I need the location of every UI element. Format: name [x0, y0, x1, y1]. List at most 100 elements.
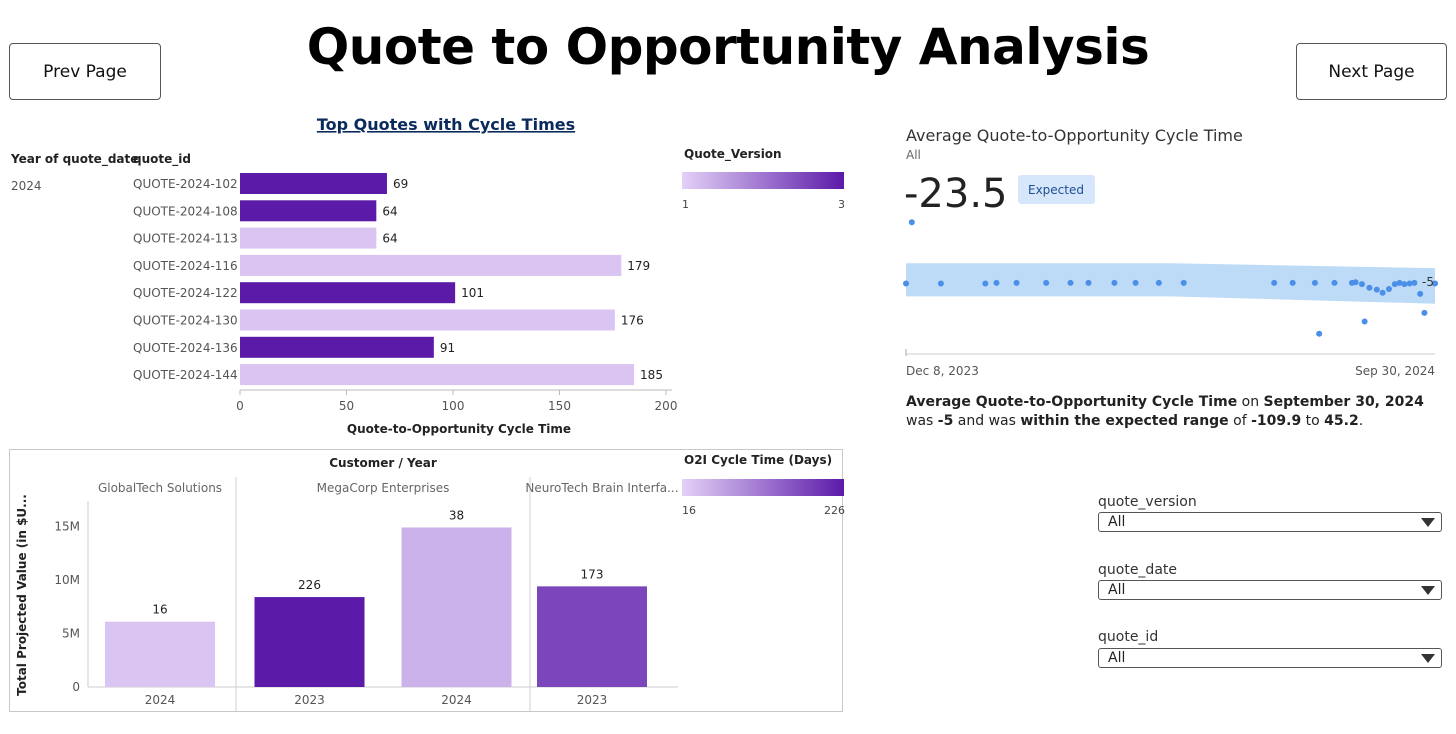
data-point[interactable] [993, 279, 1000, 286]
legend-gradient [682, 172, 844, 189]
bar[interactable] [537, 586, 647, 687]
data-point[interactable] [1352, 279, 1359, 286]
category-label: QUOTE-2024-136 [133, 341, 238, 355]
group-label: MegaCorp Enterprises [317, 481, 450, 495]
data-point[interactable] [1085, 279, 1092, 286]
filter-label-quote-id: quote_id [1098, 629, 1159, 645]
bar[interactable] [105, 621, 215, 687]
legend-title: O2I Cycle Time (Days) [684, 453, 832, 467]
data-point[interactable] [1316, 330, 1323, 337]
kpi-value: -23.5 [904, 171, 1008, 217]
bar[interactable] [240, 336, 434, 358]
expected-range-band [906, 263, 1435, 304]
bar[interactable] [240, 364, 635, 386]
tick-label: 5M [62, 626, 80, 640]
data-point[interactable] [1331, 279, 1338, 286]
kpi-cycle-time-card: Average Quote-to-Opportunity Cycle Time … [903, 126, 1438, 378]
filter-select-quote-date[interactable]: All [1098, 580, 1442, 600]
data-point[interactable] [908, 219, 915, 226]
data-point[interactable] [1406, 280, 1413, 287]
data-point[interactable] [1385, 286, 1392, 293]
data-point[interactable] [1379, 289, 1386, 296]
data-label: 101 [461, 286, 484, 300]
data-point[interactable] [1311, 279, 1318, 286]
data-label: 176 [621, 314, 644, 328]
filter-value: All [1108, 514, 1126, 530]
next-page-button[interactable]: Next Page [1296, 43, 1447, 100]
data-point[interactable] [1366, 284, 1373, 291]
filter-select-quote-version[interactable]: All [1098, 512, 1442, 532]
bar[interactable] [240, 309, 615, 331]
data-label: 185 [640, 368, 663, 382]
chart-title: Customer / Year [329, 456, 437, 470]
category-label: 2023 [294, 693, 325, 707]
bar[interactable] [240, 200, 377, 222]
legend-gradient [682, 479, 844, 496]
bar[interactable] [254, 597, 365, 687]
data-point[interactable] [903, 280, 909, 287]
category-label: QUOTE-2024-102 [133, 177, 238, 191]
data-point[interactable] [1271, 279, 1278, 286]
tick-label: 15M [54, 519, 80, 533]
data-point[interactable] [1421, 309, 1428, 316]
data-label: 64 [382, 204, 397, 218]
status-badge-label: Expected [1028, 183, 1084, 197]
x-axis-label: Quote-to-Opportunity Cycle Time [347, 422, 571, 436]
data-point[interactable] [1401, 281, 1408, 288]
data-point[interactable] [1132, 279, 1139, 286]
tick-label: 0 [72, 680, 80, 694]
data-point[interactable] [1358, 281, 1365, 288]
data-label: 91 [440, 341, 455, 355]
bar[interactable] [240, 173, 387, 194]
category-label: QUOTE-2024-130 [133, 314, 238, 328]
data-point[interactable] [1411, 279, 1418, 286]
bar[interactable] [240, 282, 456, 304]
prev-page-button[interactable]: Prev Page [9, 43, 161, 100]
category-label: QUOTE-2024-116 [133, 259, 238, 273]
data-point[interactable] [1396, 279, 1403, 286]
caption-low: -109.9 [1251, 413, 1302, 429]
data-point[interactable] [1417, 290, 1424, 297]
x-axis-end-label: Sep 30, 2024 [1355, 364, 1435, 378]
caption-status: within the expected range [1020, 413, 1229, 429]
data-point[interactable] [982, 280, 989, 287]
tick-label: 150 [548, 399, 571, 413]
caption-high: 45.2 [1324, 413, 1359, 429]
data-point[interactable] [1013, 279, 1020, 286]
x-axis-start-label: Dec 8, 2023 [906, 364, 979, 378]
data-label: 38 [449, 508, 464, 522]
data-point[interactable] [1289, 279, 1296, 286]
data-point[interactable] [1155, 279, 1162, 286]
tick-label: 0 [236, 399, 244, 413]
bar[interactable] [240, 254, 622, 276]
data-point[interactable] [1111, 279, 1118, 286]
category-label: 2024 [145, 693, 176, 707]
data-label: 69 [393, 177, 408, 191]
row-header-quote-id: quote_id [133, 152, 191, 167]
data-point[interactable] [1391, 281, 1398, 288]
data-point[interactable] [1043, 279, 1050, 286]
caption-date: September 30, 2024 [1263, 394, 1424, 410]
data-point[interactable] [1373, 286, 1380, 293]
category-label: QUOTE-2024-144 [133, 368, 238, 382]
data-label: 179 [627, 259, 650, 273]
data-point[interactable] [1361, 318, 1368, 325]
last-point-label: -5 [1422, 275, 1434, 289]
filter-select-quote-id[interactable]: All [1098, 648, 1442, 668]
group-label: NeuroTech Brain Interfa... [525, 481, 678, 495]
data-point[interactable] [1180, 279, 1187, 286]
group-label: GlobalTech Solutions [98, 481, 222, 495]
y-axis-label: Total Projected Value (in $U... [15, 494, 29, 696]
data-label: 173 [581, 567, 604, 581]
bar[interactable] [240, 227, 377, 249]
data-point[interactable] [1432, 280, 1438, 287]
tick-label: 50 [339, 399, 354, 413]
filter-value: All [1108, 582, 1126, 598]
caption-metric: Average Quote-to-Opportunity Cycle Time [906, 394, 1238, 410]
row-header-year: Year of quote_date [10, 152, 138, 167]
bar[interactable] [401, 527, 512, 687]
caption-of: of [1228, 413, 1252, 429]
data-point[interactable] [937, 280, 944, 287]
data-point[interactable] [1067, 279, 1074, 286]
category-label: 2023 [577, 693, 608, 707]
